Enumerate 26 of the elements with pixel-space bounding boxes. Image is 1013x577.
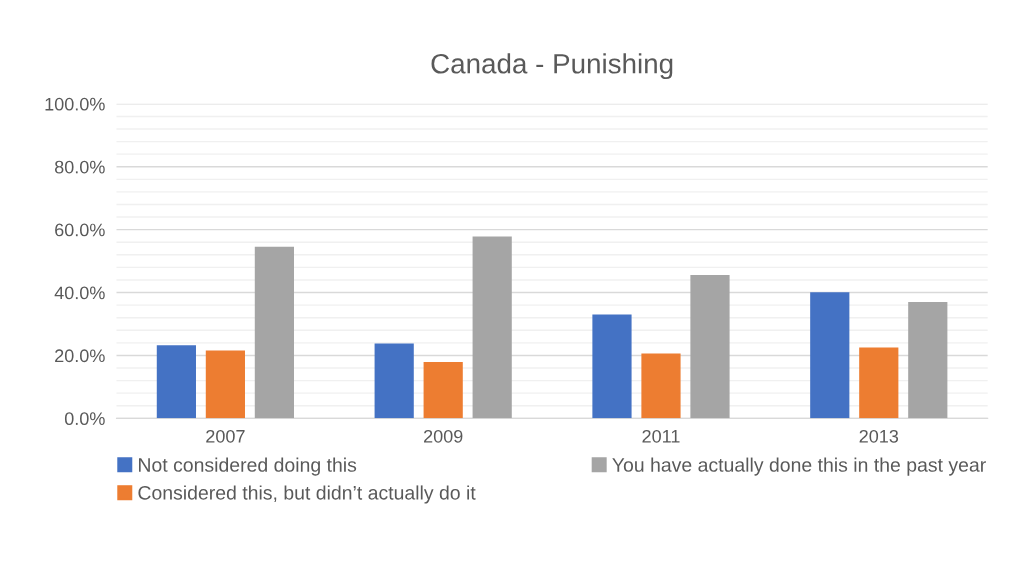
x-tick-label: 2013 bbox=[859, 429, 899, 443]
legend-label: Considered this, but didn’t actually do it bbox=[138, 485, 476, 504]
bar bbox=[690, 274, 730, 419]
bar bbox=[810, 292, 850, 419]
legend-label: You have actually done this in the past year bbox=[612, 457, 986, 476]
y-tick-label: 0.0% bbox=[64, 412, 105, 426]
x-tick-label: 2007 bbox=[206, 429, 245, 443]
bar bbox=[641, 353, 681, 419]
y-tick-label: 60.0% bbox=[55, 223, 105, 237]
bar bbox=[254, 246, 294, 419]
bar bbox=[908, 301, 948, 419]
chart-title: Canada - Punishing bbox=[431, 53, 673, 80]
bar bbox=[859, 347, 899, 419]
y-tick-label: 20.0% bbox=[55, 349, 105, 363]
bar bbox=[592, 314, 632, 419]
legend-label: Not considered doing this bbox=[139, 457, 357, 476]
bar bbox=[156, 345, 196, 419]
bar bbox=[423, 362, 463, 419]
x-tick-label: 2011 bbox=[642, 429, 680, 443]
y-tick-label: 80.0% bbox=[54, 160, 105, 174]
x-tick-label: 2009 bbox=[424, 429, 463, 443]
bar bbox=[205, 350, 245, 419]
bar bbox=[472, 236, 512, 419]
y-tick-label: 100.0% bbox=[45, 97, 105, 111]
y-tick-label: 40.0% bbox=[54, 286, 105, 300]
bar bbox=[374, 343, 414, 419]
